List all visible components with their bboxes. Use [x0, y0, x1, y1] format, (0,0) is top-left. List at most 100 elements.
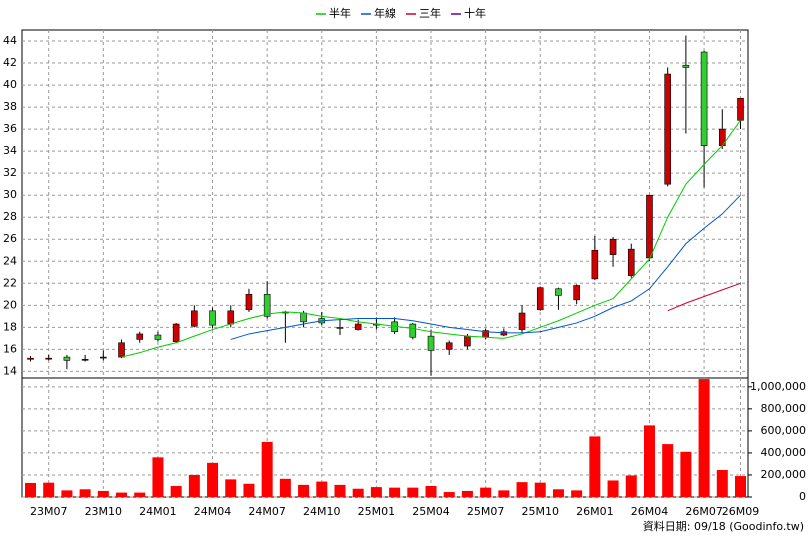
ma-line — [121, 120, 741, 358]
volume-bar — [643, 425, 655, 497]
candle-body — [445, 342, 453, 350]
volume-bar — [480, 487, 492, 497]
volume-bar — [425, 485, 437, 497]
volume-bar — [625, 475, 637, 497]
volume-bar — [116, 492, 128, 497]
candle-body — [63, 356, 71, 361]
volume-bar — [79, 489, 91, 497]
volume-bar — [152, 457, 164, 497]
y2-tick-label: 200,000 — [761, 468, 807, 481]
x-tick-label: 26M04 — [631, 505, 669, 518]
y2-tick-label: 400,000 — [761, 446, 807, 459]
candle-body — [555, 288, 562, 296]
y2-tick-label: 0 — [799, 490, 806, 503]
volume-bar — [25, 483, 36, 497]
ma-line — [667, 282, 741, 312]
candle-body — [354, 323, 362, 330]
volume-bar — [225, 479, 237, 497]
volume-bar — [461, 490, 473, 497]
y-tick-label: 32 — [3, 166, 17, 179]
volume-bar — [571, 490, 583, 497]
candle-body — [536, 287, 544, 311]
candle-body — [245, 294, 253, 311]
candle-body — [409, 323, 417, 338]
volume-bar — [207, 462, 219, 497]
volume-bar — [61, 490, 73, 497]
x-tick-label: 25M04 — [412, 505, 450, 518]
y-tick-label: 38 — [3, 100, 17, 113]
y-tick-label: 30 — [3, 188, 17, 201]
legend-label: 年線 — [374, 6, 396, 20]
y2-tick-label: 1,000,000 — [750, 380, 806, 393]
candle-body — [573, 285, 580, 301]
ma-line — [230, 194, 741, 340]
x-tick-label: 24M04 — [194, 505, 232, 518]
y-tick-label: 36 — [3, 122, 17, 135]
x-tick-label: 26M07 — [685, 505, 723, 518]
volume-bar — [516, 482, 528, 497]
candle-body — [737, 97, 744, 121]
volume-bar — [43, 482, 55, 497]
y-tick-label: 44 — [3, 34, 17, 47]
candle-body — [627, 248, 635, 276]
candle-body — [27, 357, 34, 360]
x-tick-label: 23M10 — [85, 505, 123, 518]
plot-frame — [21, 29, 749, 498]
candle-body — [609, 238, 617, 255]
volume-bar — [279, 478, 291, 497]
legend-label: 三年 — [419, 6, 441, 20]
candle-body — [100, 356, 107, 359]
volume-bar — [389, 487, 401, 497]
volume-bar — [97, 490, 109, 497]
candle-body — [682, 64, 690, 68]
volume-bar — [316, 481, 328, 497]
volume-bar — [552, 489, 564, 497]
x-tick-label: 24M07 — [248, 505, 286, 518]
candle-body — [263, 294, 271, 317]
y-tick-label: 20 — [3, 298, 17, 311]
y-tick-label: 18 — [3, 320, 17, 333]
x-tick-label: 25M10 — [521, 505, 559, 518]
volume-bar — [498, 490, 510, 497]
volume-bar — [716, 470, 728, 497]
x-tick-label: 24M10 — [303, 505, 341, 518]
y-tick-label: 16 — [3, 342, 17, 355]
x-tick-label: 23M07 — [30, 505, 68, 518]
candle-body — [500, 331, 508, 336]
volume-bar — [589, 436, 601, 497]
candle-body — [209, 310, 216, 326]
y-tick-label: 28 — [3, 210, 17, 223]
candle-body — [227, 310, 235, 325]
y-tick-label: 22 — [3, 276, 17, 289]
volume-bar — [298, 484, 310, 497]
candle-body — [300, 312, 307, 323]
candle-body — [136, 333, 144, 340]
volume-bar — [662, 444, 674, 497]
volume-bar — [735, 476, 746, 497]
candle-body — [336, 327, 344, 329]
y-tick-label: 34 — [3, 144, 17, 157]
legend-label: 半年 — [329, 6, 351, 20]
candle-body — [81, 358, 89, 361]
y-tick-label: 40 — [3, 78, 17, 91]
volume-bar — [170, 485, 182, 497]
volume-bar — [334, 484, 346, 497]
volume-bar — [370, 487, 382, 497]
candle-body — [427, 335, 435, 351]
y-tick-label: 26 — [3, 232, 17, 245]
candle-body — [646, 194, 653, 259]
candle-body — [664, 73, 671, 185]
legend-label: 十年 — [464, 6, 486, 20]
candle-body — [518, 312, 526, 330]
y-tick-label: 24 — [3, 254, 17, 267]
candle-body — [45, 357, 53, 360]
y-tick-label: 14 — [3, 364, 17, 377]
volume-bar — [443, 492, 455, 497]
x-tick-label: 25M01 — [358, 505, 396, 518]
volume-bar — [607, 480, 619, 497]
candle-body — [464, 335, 471, 347]
x-tick-label: 25M07 — [467, 505, 505, 518]
y2-tick-label: 800,000 — [761, 402, 807, 415]
candle-body — [191, 310, 198, 327]
